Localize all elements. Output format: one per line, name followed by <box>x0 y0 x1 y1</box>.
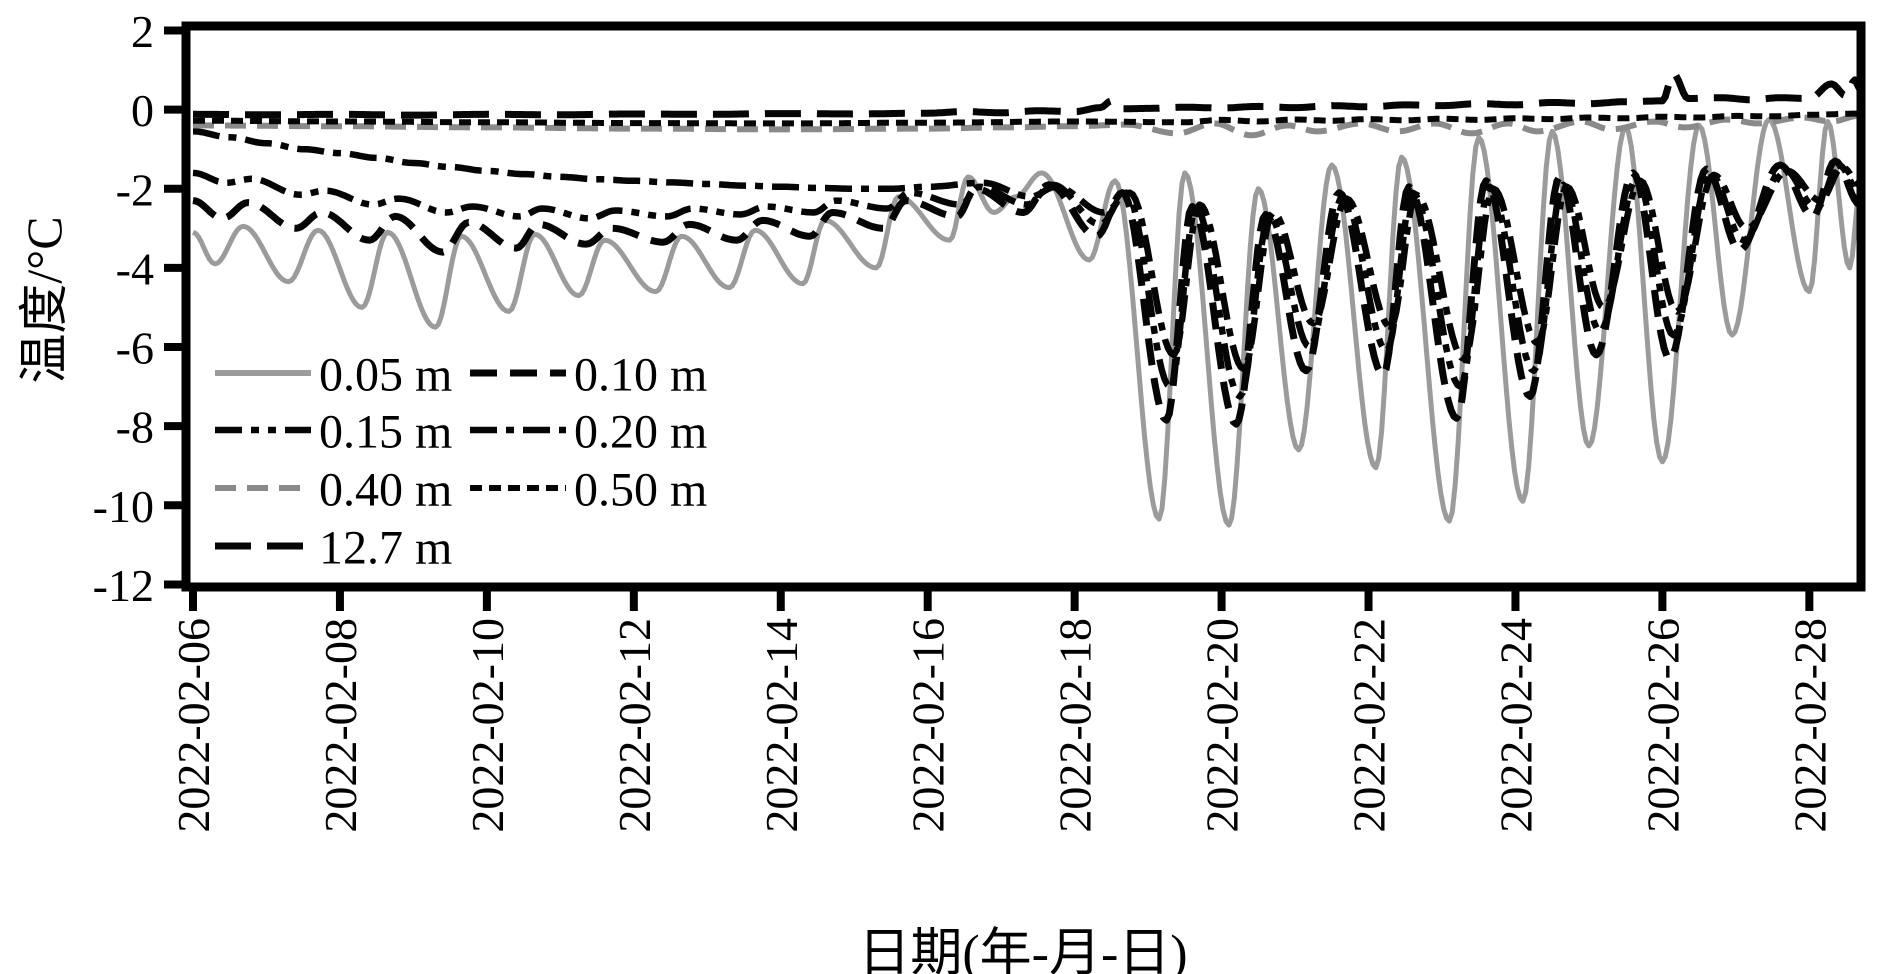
legend-label: 12.7 m <box>319 521 452 574</box>
legend-label: 0.15 m <box>319 405 452 458</box>
legend-label: 0.50 m <box>574 463 707 516</box>
legend-label: 0.20 m <box>574 405 707 458</box>
x-tick-label: 2022-02-12 <box>609 618 660 833</box>
series-line-12.7m <box>192 70 1857 119</box>
x-tick-label: 2022-02-06 <box>168 618 219 833</box>
legend-item-0.15m: 0.15 m <box>215 405 452 458</box>
y-tick-label: 2 <box>131 6 154 57</box>
series-line-0.50m <box>192 110 1857 127</box>
x-tick-label: 2022-02-22 <box>1344 618 1395 833</box>
y-tick-label: 0 <box>131 85 154 136</box>
y-tick-label: -4 <box>116 243 154 294</box>
legend-item-0.10m: 0.10 m <box>470 348 707 401</box>
y-axis: 2 0 -2 -4 -6 -8 -10 -12 <box>93 6 186 611</box>
legend-item-0.40m: 0.40 m <box>215 463 452 516</box>
legend-label: 0.10 m <box>574 348 707 401</box>
y-tick-label: -12 <box>93 560 154 611</box>
legend: 0.05 m 0.10 m 0.15 m 0.20 m 0.40 m 0.50 m 12.7… <box>215 348 707 574</box>
x-tick-label: 2022-02-20 <box>1197 618 1248 833</box>
x-tick-label: 2022-02-28 <box>1784 618 1835 833</box>
series-line-0.10m <box>192 157 1857 428</box>
y-tick-label: -2 <box>116 164 154 215</box>
x-tick-label: 2022-02-24 <box>1490 618 1541 833</box>
x-axis-title: 日期(年-月-日) <box>858 925 1188 974</box>
series-line-0.15m <box>192 161 1857 400</box>
series-group <box>192 70 1857 528</box>
legend-item-0.50m: 0.50 m <box>470 463 707 516</box>
y-axis-title: 温度/°C <box>16 216 72 384</box>
legend-item-0.20m: 0.20 m <box>470 405 707 458</box>
y-tick-label: -8 <box>116 402 154 453</box>
y-tick-label: -10 <box>93 481 154 532</box>
x-tick-label: 2022-02-14 <box>756 618 807 833</box>
x-tick-label: 2022-02-10 <box>462 618 513 833</box>
legend-label: 0.40 m <box>319 463 452 516</box>
x-tick-label: 2022-02-16 <box>903 618 954 833</box>
legend-label: 0.05 m <box>319 348 452 401</box>
x-axis: 2022-02-06 2022-02-08 2022-02-10 2022-02-12… <box>168 587 1835 833</box>
x-tick-label: 2022-02-26 <box>1637 618 1688 833</box>
plot-frame <box>181 21 1866 592</box>
x-tick-label: 2022-02-08 <box>315 618 366 833</box>
legend-item-0.05m: 0.05 m <box>215 348 452 401</box>
series-line-0.20m <box>192 128 1857 373</box>
series-line-0.05m <box>192 117 1857 528</box>
legend-item-12.7m: 12.7 m <box>215 521 452 574</box>
y-tick-label: -6 <box>116 323 154 374</box>
x-tick-label: 2022-02-18 <box>1050 618 1101 833</box>
series-line-0.40m <box>192 112 1857 139</box>
